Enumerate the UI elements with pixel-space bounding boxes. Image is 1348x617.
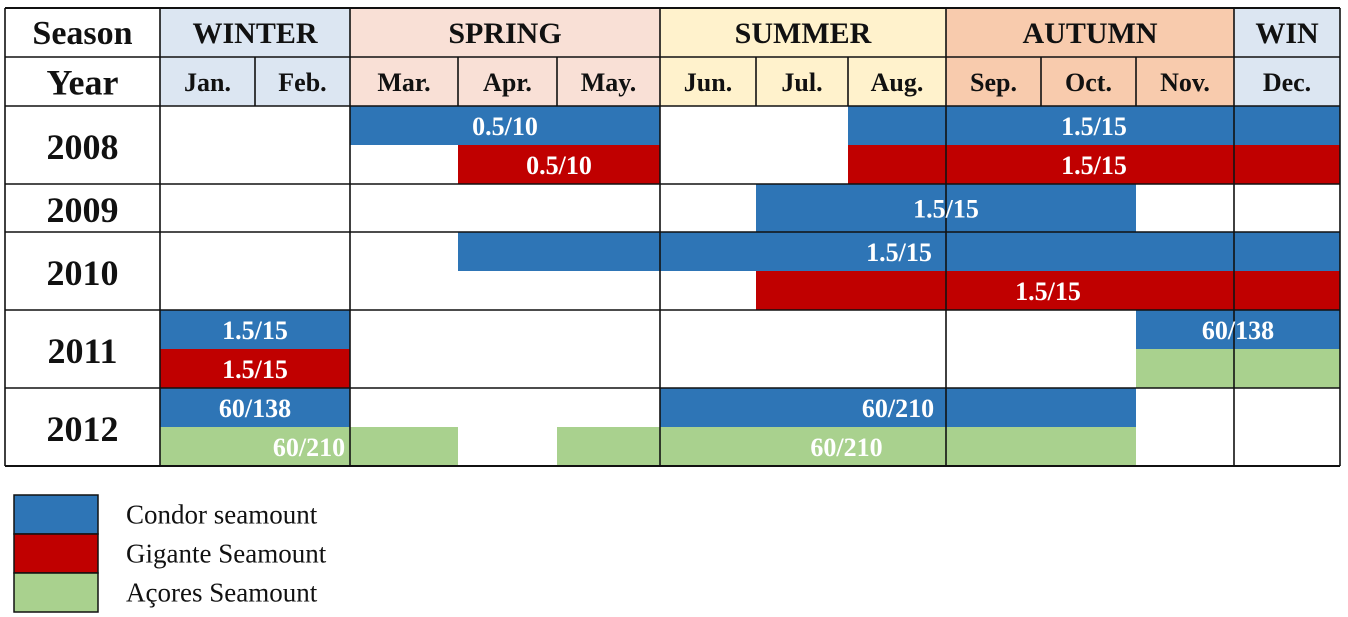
bar-label-2010-lane1-1: 1.5/15 xyxy=(866,238,932,267)
month-label-7: Jul. xyxy=(781,68,822,97)
bar-label-2009-lane1-1: 1.5/15 xyxy=(913,195,979,224)
season-name-winter: WINTER xyxy=(192,17,317,50)
bar-2008-lane2-2 xyxy=(848,145,1340,184)
bar-label-2008-lane2-2: 1.5/15 xyxy=(1061,151,1127,180)
bar-2008-lane2-1 xyxy=(458,145,660,184)
legend-swatch-1 xyxy=(13,494,99,535)
bar-2012-lane2-1 xyxy=(160,427,458,466)
bar-label-2010-lane2-1: 1.5/15 xyxy=(1015,277,1081,306)
bar-2012-lane2-2 xyxy=(557,427,1136,466)
bar-2010-lane1-1 xyxy=(458,232,1340,271)
bar-2011-lane1-2 xyxy=(1136,310,1340,349)
month-label-12: Dec. xyxy=(1263,68,1311,97)
legend-swatch-3 xyxy=(13,572,99,613)
month-label-2: Feb. xyxy=(278,68,326,97)
bar-2011-lane1-1 xyxy=(160,310,350,349)
month-label-8: Aug. xyxy=(871,68,924,97)
bar-label-2008-lane1-2: 1.5/15 xyxy=(1061,112,1127,141)
month-label-4: Apr. xyxy=(483,68,532,97)
month-label-6: Jun. xyxy=(684,68,732,97)
year-label: Year xyxy=(47,63,119,103)
month-label-9: Sep. xyxy=(970,68,1017,97)
month-label-5: May. xyxy=(581,68,637,97)
bar-label-2011-lane1-1: 1.5/15 xyxy=(222,316,288,345)
month-label-11: Nov. xyxy=(1160,68,1210,97)
season-name-win: WIN xyxy=(1255,17,1319,50)
bar-label-2012-lane2-1: 60/210 xyxy=(273,433,345,462)
bar-2012-lane1-1 xyxy=(160,388,350,427)
year-2009: 2009 xyxy=(47,190,119,230)
year-2008: 2008 xyxy=(47,127,119,167)
legend-swatch-2 xyxy=(13,533,99,574)
bar-label-2012-lane1-1: 60/138 xyxy=(219,394,291,423)
year-2012: 2012 xyxy=(47,409,119,449)
bar-label-2012-lane2-2: 60/210 xyxy=(810,433,882,462)
bar-2011-lane2-2 xyxy=(1136,349,1340,388)
legend-label-3: Açores Seamount xyxy=(126,578,318,608)
bar-2011-lane2-1 xyxy=(160,349,350,388)
season-label: Season xyxy=(32,15,132,52)
year-2010: 2010 xyxy=(47,253,119,293)
bar-2008-lane1-2 xyxy=(848,106,1340,145)
bar-label-2012-lane1-2: 60/210 xyxy=(862,394,934,423)
bar-label-2008-lane1-1: 0.5/10 xyxy=(472,112,538,141)
bar-label-2011-lane2-1: 1.5/15 xyxy=(222,355,288,384)
bar-2008-lane1-1 xyxy=(350,106,660,145)
legend-label-1: Condor seamount xyxy=(126,500,318,530)
month-label-10: Oct. xyxy=(1065,68,1112,97)
bar-label-2008-lane2-1: 0.5/10 xyxy=(526,151,592,180)
bar-label-2011-lane1-2: 60/138 xyxy=(1202,316,1274,345)
year-2011: 2011 xyxy=(47,331,117,371)
legend-label-2: Gigante Seamount xyxy=(126,539,327,569)
season-name-spring: SPRING xyxy=(448,17,561,50)
season-name-summer: SUMMER xyxy=(735,17,872,50)
bar-2010-lane2-1 xyxy=(756,271,1340,310)
bar-2012-lane1-2 xyxy=(660,388,1136,427)
season-name-autumn: AUTUMN xyxy=(1023,17,1158,50)
month-label-3: Mar. xyxy=(377,68,430,97)
month-label-1: Jan. xyxy=(184,68,231,97)
